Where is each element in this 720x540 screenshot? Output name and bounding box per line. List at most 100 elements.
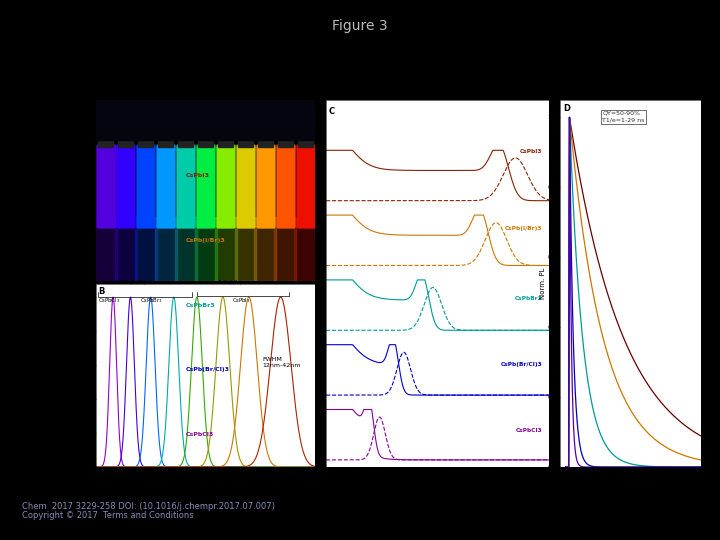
Text: C: C (328, 107, 335, 116)
Bar (97, 145, 114, 227)
Text: CsPbBr3: CsPbBr3 (515, 296, 543, 301)
Text: CsPbI3: CsPbI3 (520, 149, 543, 154)
Bar (276, 145, 294, 227)
Bar (117, 145, 135, 227)
Bar (237, 145, 254, 227)
Bar (157, 145, 174, 227)
Bar (235, 218, 256, 281)
Text: QY=50-90%
T1/e=1-29 ns: QY=50-90% T1/e=1-29 ns (602, 111, 644, 123)
Bar (157, 145, 174, 227)
Text: CsPbI3: CsPbI3 (186, 173, 210, 178)
Bar (117, 145, 135, 227)
Bar (297, 145, 314, 227)
Bar (157, 145, 174, 227)
Bar (297, 145, 314, 227)
Bar (177, 145, 194, 227)
Bar (256, 145, 274, 227)
Bar (177, 145, 194, 227)
Bar (217, 145, 234, 227)
Bar (157, 145, 174, 227)
Bar (217, 145, 234, 227)
Bar (95, 218, 117, 281)
Bar (256, 145, 274, 227)
Text: CsPb(Cl/Br)$_3$: CsPb(Cl/Br)$_3$ (118, 278, 149, 287)
Bar (197, 145, 215, 227)
Bar (97, 145, 114, 227)
Text: CsPb(I/Br)3: CsPb(I/Br)3 (505, 226, 543, 231)
Text: CsPb(Br/Cl)3: CsPb(Br/Cl)3 (186, 367, 230, 373)
Bar (276, 145, 294, 227)
Bar (197, 145, 215, 227)
X-axis label: Wavelength (nm): Wavelength (nm) (408, 478, 468, 484)
Bar (98, 132, 114, 147)
Bar (256, 145, 274, 227)
Bar (258, 132, 273, 147)
Text: Figure 3: Figure 3 (332, 19, 388, 33)
Bar (157, 145, 174, 227)
Bar (177, 145, 194, 227)
Bar (158, 132, 174, 147)
Bar (256, 145, 274, 227)
Bar (217, 145, 234, 227)
Bar (177, 145, 194, 227)
Bar (177, 145, 194, 227)
Bar (237, 145, 254, 227)
Bar (97, 145, 114, 227)
Bar (237, 145, 254, 227)
Bar (137, 145, 155, 227)
Bar (276, 145, 294, 227)
Bar (197, 145, 215, 227)
Bar (297, 132, 313, 147)
Text: CsPb(I/Br)$_3$: CsPb(I/Br)$_3$ (217, 278, 245, 287)
Bar (138, 132, 153, 147)
Bar (256, 145, 274, 227)
Text: CsPbBr3: CsPbBr3 (186, 302, 215, 308)
Bar (137, 145, 155, 227)
Bar (294, 218, 316, 281)
Bar (237, 145, 254, 227)
Bar (276, 145, 294, 227)
Text: FWHM
12nm-42nm: FWHM 12nm-42nm (263, 357, 301, 368)
Bar (297, 145, 314, 227)
Text: CsPbCl$_3$: CsPbCl$_3$ (98, 296, 120, 305)
Bar (155, 218, 176, 281)
Bar (118, 132, 133, 147)
Text: CsPbCl3: CsPbCl3 (186, 432, 214, 437)
Bar (117, 145, 135, 227)
Bar (276, 145, 294, 227)
Bar (217, 145, 234, 227)
Bar (256, 145, 274, 227)
Bar (117, 145, 135, 227)
Bar (237, 145, 254, 227)
Y-axis label: Norm. PL: Norm. PL (76, 360, 81, 391)
Bar (276, 145, 294, 227)
Bar (157, 145, 174, 227)
Text: CsPb(I/Br)3: CsPb(I/Br)3 (186, 238, 225, 243)
Bar (135, 218, 157, 281)
Bar (278, 132, 293, 147)
Bar (137, 145, 155, 227)
Bar (117, 145, 135, 227)
Bar (137, 145, 155, 227)
Bar (217, 145, 234, 227)
Bar (175, 218, 197, 281)
Bar (276, 145, 294, 227)
Bar (137, 145, 155, 227)
Bar (97, 145, 114, 227)
Bar (217, 145, 234, 227)
Text: CsPb(Br/Cl)3: CsPb(Br/Cl)3 (501, 362, 543, 367)
Text: Norm. PL: Norm. PL (557, 268, 564, 299)
Bar (256, 145, 274, 227)
Bar (177, 145, 194, 227)
Bar (177, 145, 194, 227)
Bar (297, 145, 314, 227)
Bar (97, 145, 114, 227)
Bar (218, 132, 233, 147)
Bar (157, 145, 174, 227)
Text: Copyright © 2017  Terms and Conditions: Copyright © 2017 Terms and Conditions (22, 511, 193, 521)
Text: CsPbI$_3$: CsPbI$_3$ (232, 296, 251, 305)
Text: D: D (563, 104, 570, 112)
Bar (297, 145, 314, 227)
Bar (297, 145, 314, 227)
Text: CsPbCl3: CsPbCl3 (516, 428, 543, 433)
